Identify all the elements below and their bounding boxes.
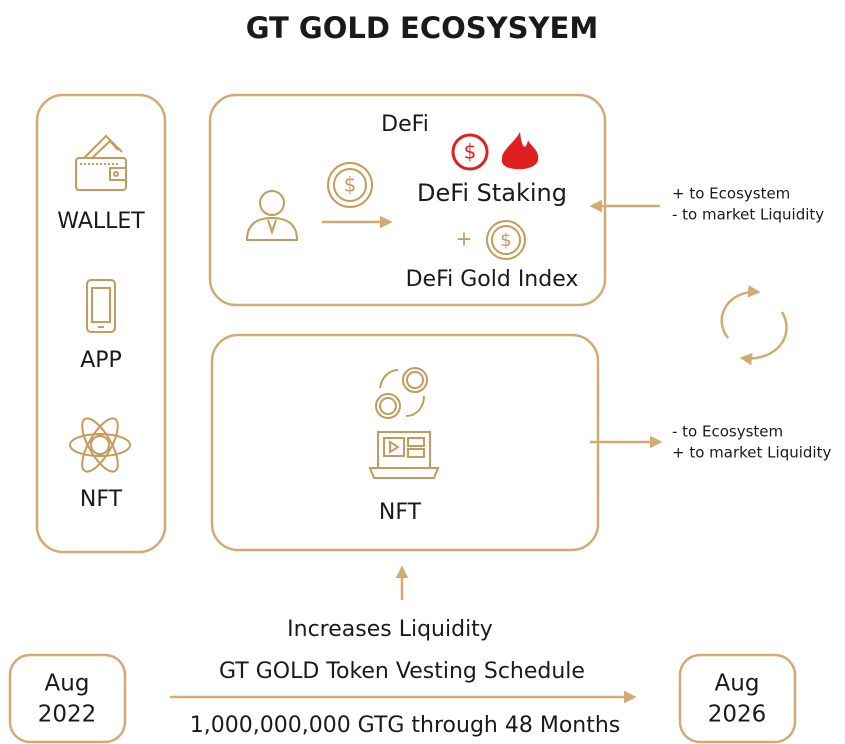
coin-icon <box>327 162 373 208</box>
nft-label: NFT <box>379 500 422 525</box>
defi-label: DeFi <box>381 112 429 137</box>
user-icon <box>245 190 299 241</box>
laptop-icon <box>368 431 440 479</box>
defi-gold-index: DeFi Gold Index <box>406 267 579 292</box>
note: - to market Liquidity <box>672 206 824 224</box>
phone-icon-part <box>91 287 111 323</box>
user-icon-part <box>259 190 285 216</box>
wallet-icon-part <box>113 171 119 177</box>
phone-icon-part <box>86 279 116 333</box>
sidebar-item: NFT <box>80 487 123 512</box>
wallet-icon <box>75 134 127 191</box>
vesting-amount: 1,000,000,000 GTG through 48 Months <box>190 713 621 738</box>
date-year: 2022 <box>38 702 97 728</box>
note: - to Ecosystem <box>672 423 783 441</box>
coin-symbol: $ <box>500 230 511 251</box>
coin-exchange-icon <box>375 367 428 419</box>
date-month: Aug <box>45 671 90 697</box>
title: GT GOLD ECOSYSYEM <box>246 11 598 45</box>
coin-exchange-icon-part <box>406 371 424 389</box>
nft-atom-icon-part <box>90 435 110 455</box>
coin-exchange-icon-part <box>402 367 428 393</box>
laptop-icon-part <box>383 437 405 457</box>
sidebar-box <box>35 93 167 554</box>
cycle-icon-part <box>739 311 788 366</box>
phone-icon <box>86 279 116 333</box>
cycle-icon <box>720 285 788 366</box>
defi-box <box>208 93 607 307</box>
defi-staking: DeFi Staking <box>417 179 567 207</box>
coin-icon-part <box>491 225 521 255</box>
wallet-icon-part <box>109 167 127 181</box>
note: + to market Liquidity <box>672 444 831 462</box>
coin-exchange-icon-part <box>375 393 401 419</box>
user-icon-part <box>245 216 299 241</box>
coin-icon-part <box>327 162 373 208</box>
staking-icons-part: $ <box>464 140 477 164</box>
plus-sign: + <box>456 227 473 251</box>
nft-atom-icon <box>69 417 131 473</box>
coin-icon <box>486 220 526 260</box>
sidebar-item: APP <box>80 348 122 373</box>
vesting-schedule: GT GOLD Token Vesting Schedule <box>219 659 585 684</box>
nft-atom-icon-part <box>81 417 119 473</box>
laptop-icon-part <box>368 467 440 479</box>
staking-icons-part <box>501 132 539 170</box>
coin-exchange-icon-part <box>405 395 425 417</box>
laptop-icon-part <box>389 440 400 454</box>
staking-icons-part <box>451 133 489 171</box>
date-box <box>678 653 797 744</box>
coin-icon-part <box>486 220 526 260</box>
user-icon-part <box>267 219 277 236</box>
wallet-icon-part <box>91 139 119 159</box>
cycle-icon-part <box>720 285 761 339</box>
nft-atom-icon-part <box>81 417 119 473</box>
date-month: Aug <box>715 671 760 697</box>
increases-liquidity: Increases Liquidity <box>287 617 493 642</box>
coin-symbol: $ <box>344 173 357 197</box>
date-box <box>8 653 127 744</box>
sidebar-item: WALLET <box>57 209 145 234</box>
staking-icons: $ <box>451 132 539 171</box>
note: + to Ecosystem <box>672 185 790 203</box>
coin-exchange-icon-part <box>379 369 399 389</box>
date-year: 2026 <box>708 702 767 728</box>
nft-atom-icon-part <box>69 433 131 457</box>
laptop-icon-part <box>407 448 425 458</box>
wallet-icon-part <box>83 134 123 159</box>
laptop-icon-part <box>407 437 425 447</box>
coin-icon-part <box>333 168 367 202</box>
coin-exchange-icon-part <box>379 397 397 415</box>
